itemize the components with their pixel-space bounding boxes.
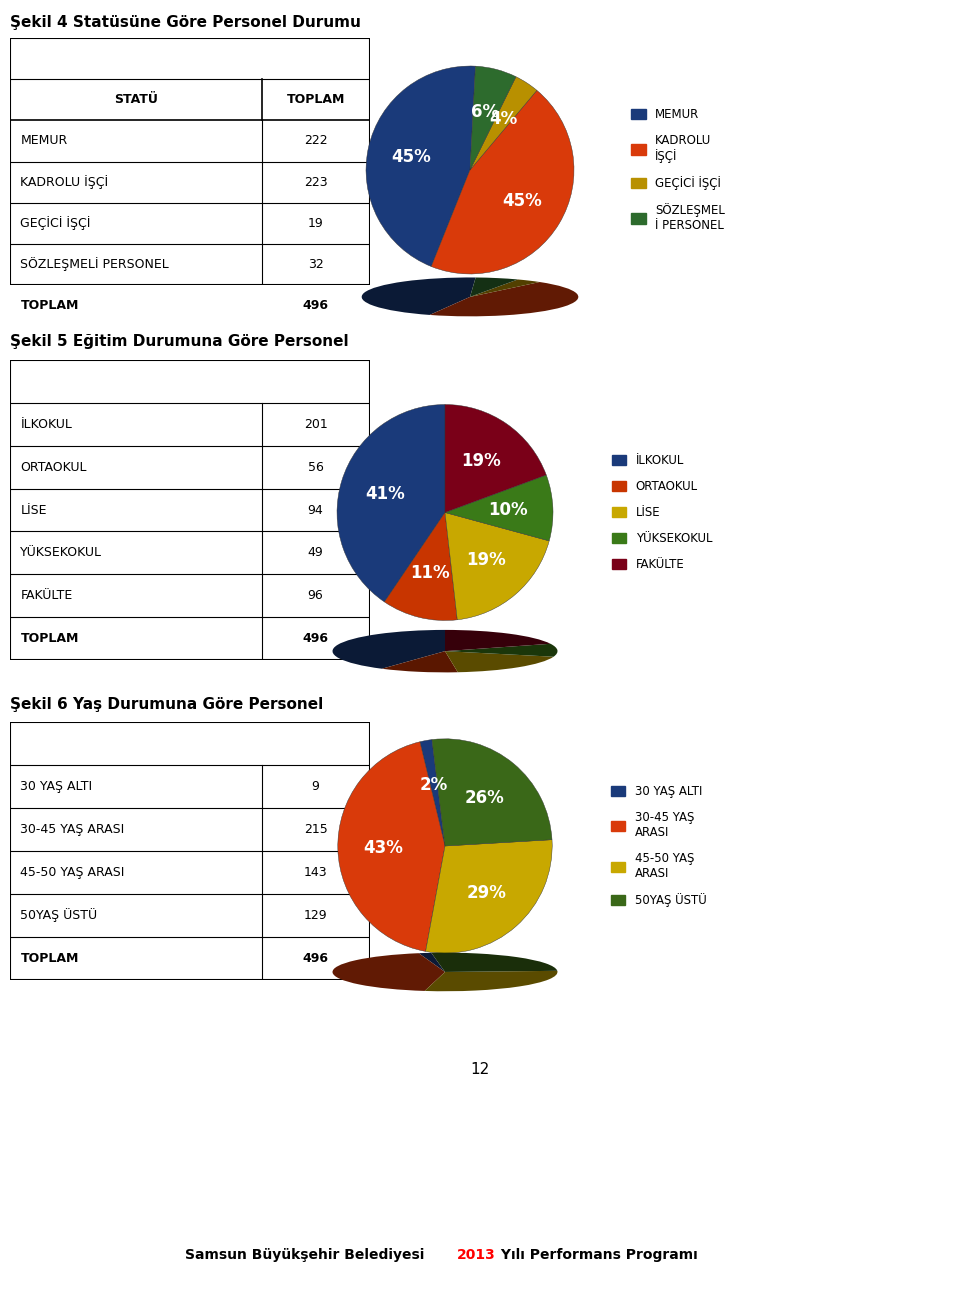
Wedge shape [445,644,558,656]
Text: ORTAOKUL: ORTAOKUL [20,460,87,473]
Text: İLKOKUL: İLKOKUL [20,418,72,431]
Text: 45%: 45% [502,192,541,210]
Text: GEÇİCİ İŞÇİ: GEÇİCİ İŞÇİ [20,216,91,230]
Wedge shape [445,512,549,620]
Text: 496: 496 [302,633,328,646]
Text: 26%: 26% [465,789,505,808]
Wedge shape [445,474,553,541]
Text: 29%: 29% [467,884,506,902]
Wedge shape [382,651,458,672]
Text: 32: 32 [308,257,324,271]
Wedge shape [445,404,546,512]
Wedge shape [470,280,540,297]
Text: 4%: 4% [489,111,517,128]
Wedge shape [470,77,537,170]
Text: 96: 96 [308,589,324,603]
Text: TOPLAM: TOPLAM [20,951,79,965]
Text: STATÜ: STATÜ [113,93,157,106]
Text: Şekil 6 Yaş Durumuna Göre Personel: Şekil 6 Yaş Durumuna Göre Personel [10,697,323,711]
Text: Yılı Performans Programı: Yılı Performans Programı [495,1248,697,1263]
Text: FAKÜLTE: FAKÜLTE [20,589,73,603]
Wedge shape [425,839,552,953]
Text: 11%: 11% [410,565,450,583]
Text: 43%: 43% [363,839,403,856]
Text: YÜKSEKOKUL: YÜKSEKOKUL [20,546,103,559]
Text: 45%: 45% [392,148,431,166]
Text: 19%: 19% [466,552,506,569]
Wedge shape [431,90,574,274]
Legend: İLKOKUL, ORTAOKUL, LİSE, YÜKSEKOKUL, FAKÜLTE: İLKOKUL, ORTAOKUL, LİSE, YÜKSEKOKUL, FAK… [608,450,717,575]
Wedge shape [470,67,516,170]
Text: KADROLU İŞÇİ: KADROLU İŞÇİ [20,175,108,190]
Wedge shape [445,630,550,651]
Wedge shape [432,738,552,846]
Text: 49: 49 [308,546,324,559]
Wedge shape [362,277,475,315]
Text: 19%: 19% [461,452,501,471]
Text: 223: 223 [303,175,327,188]
Wedge shape [419,953,445,972]
Text: SÖZLEŞMELİ PERSONEL: SÖZLEŞMELİ PERSONEL [20,257,169,272]
Text: Şekil 5 Eğitim Durumuna Göre Personel: Şekil 5 Eğitim Durumuna Göre Personel [10,335,348,349]
Text: TOPLAM: TOPLAM [286,93,345,106]
Wedge shape [332,630,445,669]
Text: 2013: 2013 [457,1248,495,1263]
Text: 215: 215 [303,823,327,836]
Wedge shape [470,277,517,297]
Wedge shape [337,404,445,603]
Wedge shape [430,282,578,316]
Text: 496: 496 [302,299,328,312]
Text: TOPLAM: TOPLAM [20,633,79,646]
Text: 201: 201 [303,418,327,431]
Text: 19: 19 [308,217,324,230]
Text: 6%: 6% [471,103,499,120]
Text: 9: 9 [312,780,320,793]
Wedge shape [332,953,445,991]
Text: 56: 56 [307,460,324,473]
Text: 222: 222 [303,135,327,148]
Legend: MEMUR, KADROLU
İŞÇİ, GEÇİCİ İŞÇİ, SÖZLEŞMEL
İ PERSONEL: MEMUR, KADROLU İŞÇİ, GEÇİCİ İŞÇİ, SÖZLEŞ… [627,103,730,237]
Text: LİSE: LİSE [20,503,47,516]
Text: 143: 143 [303,867,327,880]
Text: 496: 496 [302,951,328,965]
Text: 2%: 2% [420,776,448,793]
Text: 129: 129 [303,908,327,921]
Wedge shape [384,512,457,621]
Wedge shape [424,971,558,991]
Wedge shape [431,953,558,972]
Wedge shape [445,651,554,672]
Text: 50YAŞ ÜSTÜ: 50YAŞ ÜSTÜ [20,908,98,923]
Text: 45-50 YAŞ ARASI: 45-50 YAŞ ARASI [20,867,125,880]
Text: Samsun Büyükşehir Belediyesi: Samsun Büyükşehir Belediyesi [185,1248,429,1263]
Text: Şekil 4 Statüsüne Göre Personel Durumu: Şekil 4 Statüsüne Göre Personel Durumu [10,14,360,30]
Wedge shape [366,65,475,267]
Text: 41%: 41% [365,485,405,503]
Text: 30-45 YAŞ ARASI: 30-45 YAŞ ARASI [20,823,125,836]
Text: 12: 12 [470,1063,490,1077]
Text: 94: 94 [308,503,324,516]
Wedge shape [420,740,445,846]
Text: TOPLAM: TOPLAM [20,299,79,312]
Text: 30 YAŞ ALTI: 30 YAŞ ALTI [20,780,92,793]
Text: 10%: 10% [488,501,527,519]
Legend: 30 YAŞ ALTI, 30-45 YAŞ
ARASI, 45-50 YAŞ
ARASI, 50YAŞ ÜSTÜ: 30 YAŞ ALTI, 30-45 YAŞ ARASI, 45-50 YAŞ … [607,780,711,912]
Wedge shape [338,742,445,951]
Text: MEMUR: MEMUR [20,135,67,148]
